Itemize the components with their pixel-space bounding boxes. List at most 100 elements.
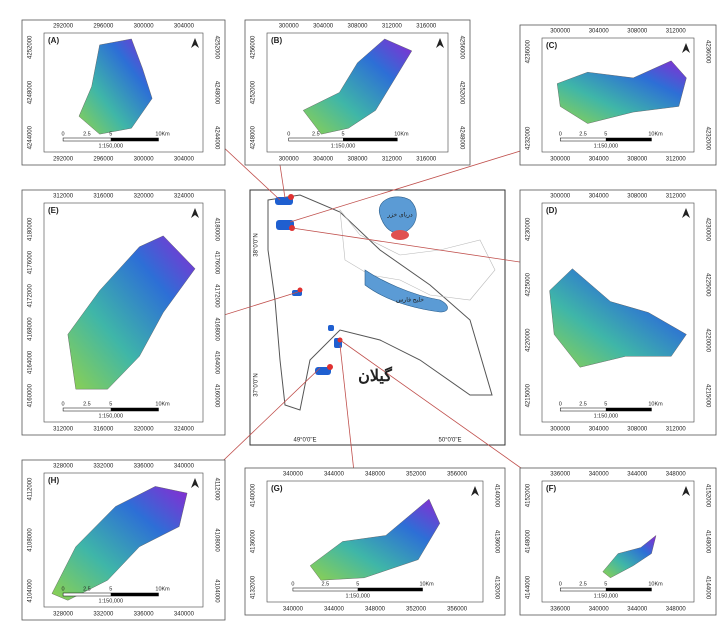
y-coord-label: 4160000	[213, 384, 219, 408]
gulf-label: خلیج فارس	[396, 297, 424, 304]
y-coord-label: 4230000	[526, 217, 532, 241]
scale-ratio: 1:150,000	[594, 413, 618, 419]
y-coord-label: 4152000	[704, 484, 710, 508]
x-coord-label: 300000	[279, 157, 300, 163]
scale-bar-fill	[111, 593, 159, 596]
x-coord-label: 336000	[550, 607, 571, 613]
x-coord-label: 304000	[589, 29, 610, 35]
x-coord-label: 324000	[174, 194, 195, 200]
y-coord-label: 4144000	[704, 576, 710, 600]
scale-tick: 2.5	[83, 401, 91, 407]
y-coord-label: 4160000	[28, 383, 34, 407]
scale-tick: 2.5	[579, 581, 587, 587]
scale-tick: 5	[109, 401, 112, 407]
y-coord-label: 4220000	[704, 329, 710, 353]
scale-unit: Km	[654, 131, 663, 137]
x-coord-label: 316000	[416, 24, 437, 30]
y-coord-label: 4148000	[526, 529, 532, 553]
y-coord-label: 4180000	[28, 217, 34, 241]
y-coord-label: 4140000	[493, 484, 499, 508]
y-coord-label: 4148000	[704, 530, 710, 554]
y-coord-label: 4104000	[28, 579, 34, 603]
x-coord-label: 304000	[174, 157, 195, 163]
x-coord-label: 316000	[93, 427, 114, 433]
y-coord-label: 4230000	[704, 218, 710, 242]
lat-label: 37°0'0"N	[254, 373, 260, 396]
x-coord-label: 304000	[174, 24, 195, 30]
y-coord-label: 4112000	[28, 477, 34, 501]
y-coord-label: 4136000	[251, 529, 257, 553]
y-coord-label: 4248000	[251, 125, 257, 149]
map-panel: (C)3000003000003040003040003080003080003…	[520, 25, 716, 165]
y-coord-label: 4248000	[28, 80, 34, 104]
x-coord-label: 336000	[550, 472, 571, 478]
x-coord-label: 308000	[347, 157, 368, 163]
x-coord-label: 328000	[53, 612, 74, 618]
lon-label: 49°0'0"E	[293, 438, 316, 444]
y-coord-label: 4215000	[704, 384, 710, 408]
y-coord-label: 4112000	[213, 478, 219, 502]
panel-label: (F)	[546, 484, 557, 493]
scale-tick: 0	[287, 131, 290, 137]
scale-tick: 5	[604, 401, 607, 407]
x-coord-label: 304000	[313, 24, 334, 30]
y-coord-label: 4168000	[28, 317, 34, 341]
y-coord-label: 4104000	[213, 579, 219, 603]
x-coord-label: 308000	[627, 194, 648, 200]
y-coord-label: 4225000	[704, 273, 710, 297]
scale-unit: Km	[400, 131, 409, 137]
x-coord-label: 304000	[589, 157, 610, 163]
panel-label: (E)	[48, 206, 59, 215]
x-coord-label: 312000	[666, 427, 687, 433]
x-coord-label: 320000	[134, 194, 155, 200]
x-coord-label: 312000	[666, 29, 687, 35]
scale-tick: 0	[559, 131, 562, 137]
x-coord-label: 316000	[93, 194, 114, 200]
scale-tick: 0	[62, 131, 65, 137]
y-coord-label: 4220000	[526, 328, 532, 352]
scale-tick: 0	[62, 586, 65, 592]
scale-unit: Km	[161, 401, 170, 407]
y-coord-label: 4136000	[493, 530, 499, 554]
lat-label: 38°0'0"N	[254, 233, 260, 256]
scale-unit: Km	[426, 581, 435, 587]
x-coord-label: 308000	[627, 29, 648, 35]
scale-tick: 0	[291, 581, 294, 587]
panel-label: (H)	[48, 476, 59, 485]
x-coord-label: 336000	[134, 612, 155, 618]
y-coord-label: 4108000	[28, 528, 34, 552]
x-coord-label: 312000	[53, 194, 74, 200]
x-coord-label: 340000	[589, 472, 610, 478]
figure: (A)2920002920002960002960003000003000003…	[0, 0, 724, 625]
x-coord-label: 340000	[174, 612, 195, 618]
x-coord-label: 348000	[365, 607, 386, 613]
scale-tick: 2.5	[83, 586, 91, 592]
x-coord-label: 344000	[627, 472, 648, 478]
x-coord-label: 300000	[550, 29, 571, 35]
y-coord-label: 4248000	[213, 81, 219, 105]
y-coord-label: 4152000	[526, 483, 532, 507]
x-coord-label: 300000	[550, 427, 571, 433]
scale-tick: 2.5	[579, 131, 587, 137]
scale-ratio: 1:150,000	[594, 593, 618, 599]
scale-tick: 2.5	[312, 131, 320, 137]
x-coord-label: 304000	[313, 157, 334, 163]
scale-tick: 5	[341, 131, 344, 137]
x-coord-label: 296000	[93, 157, 114, 163]
scale-tick: 2.5	[83, 131, 91, 137]
scale-ratio: 1:150,000	[99, 413, 123, 419]
x-coord-label: 356000	[447, 472, 468, 478]
y-coord-label: 4256000	[251, 35, 257, 59]
scale-tick: 0	[62, 401, 65, 407]
scale-tick: 5	[604, 581, 607, 587]
x-coord-label: 312000	[382, 24, 403, 30]
scale-unit: Km	[654, 401, 663, 407]
y-coord-label: 4236000	[526, 39, 532, 63]
y-coord-label: 4252000	[251, 80, 257, 104]
scale-tick: 5	[356, 581, 359, 587]
y-coord-label: 4252000	[213, 36, 219, 60]
x-coord-label: 332000	[93, 464, 114, 470]
panel-label: (A)	[48, 36, 59, 45]
scale-bar-fill	[606, 408, 652, 411]
x-coord-label: 312000	[382, 157, 403, 163]
